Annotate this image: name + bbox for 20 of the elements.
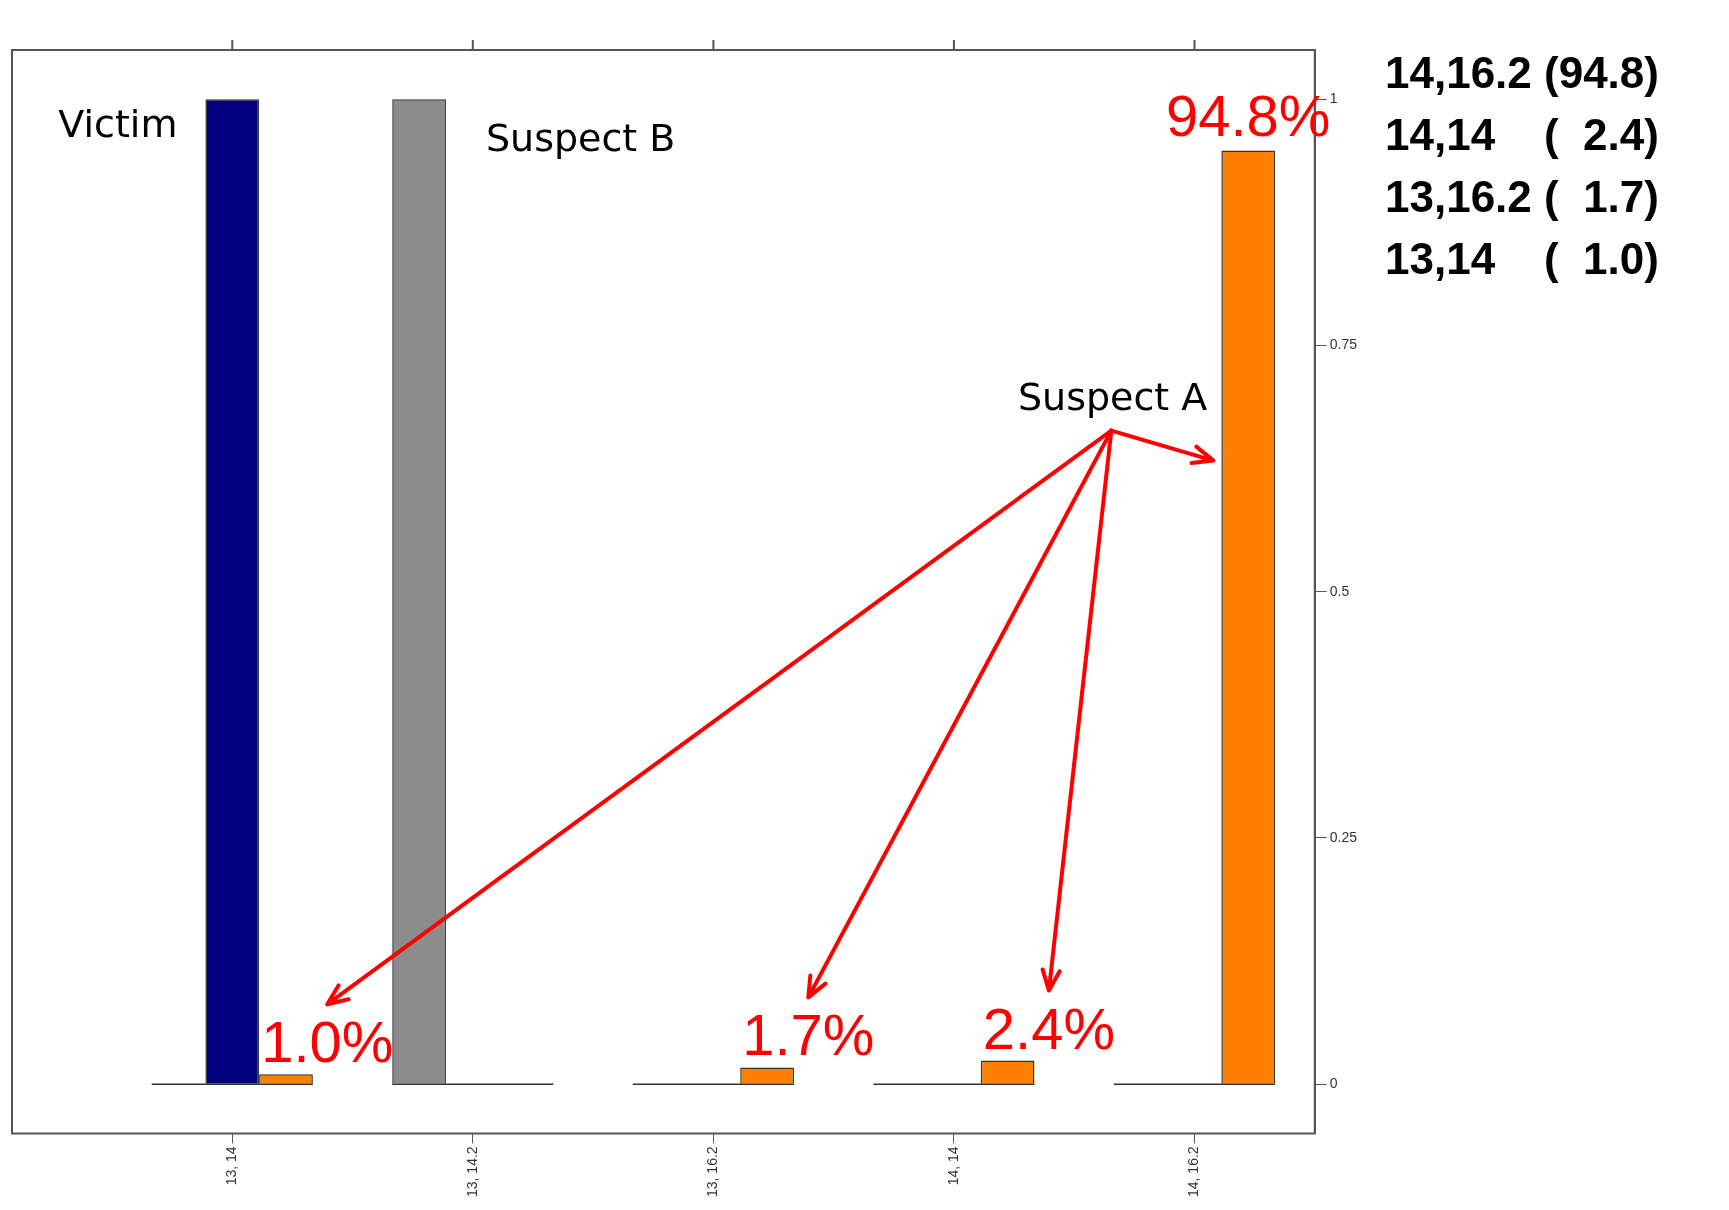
x-tick-label: 13, 14.2 <box>463 1146 480 1198</box>
text: 14,14 ( 2.4) <box>1385 109 1659 161</box>
series-label: Victim <box>58 102 178 147</box>
x-tick-label: 13, 14 <box>223 1146 240 1186</box>
text: 13,14 ( 1.0) <box>1385 233 1659 285</box>
data-label: 1.7% <box>742 1002 875 1068</box>
series-label: Suspect A <box>1017 375 1208 420</box>
x-tick-label: 14, 14 <box>944 1146 961 1186</box>
series-label: Suspect B <box>485 116 676 161</box>
x-tick-label: 14, 16.2 <box>1185 1146 1202 1198</box>
x-tick-label: 13, 16.2 <box>704 1146 721 1198</box>
text: 13,16.2 ( 1.7) <box>1385 171 1659 223</box>
y-tick-label: 0 <box>1329 1075 1338 1092</box>
y-tick-label: 1 <box>1329 90 1338 107</box>
y-tick-label: 0.5 <box>1329 582 1350 599</box>
y-tick-label: 0.75 <box>1329 336 1358 353</box>
y-tick-label: 0.25 <box>1329 828 1358 845</box>
text: 14,16.2 (94.8) <box>1385 47 1659 99</box>
data-label: 1.0% <box>261 1009 394 1075</box>
data-label: 2.4% <box>982 995 1115 1061</box>
